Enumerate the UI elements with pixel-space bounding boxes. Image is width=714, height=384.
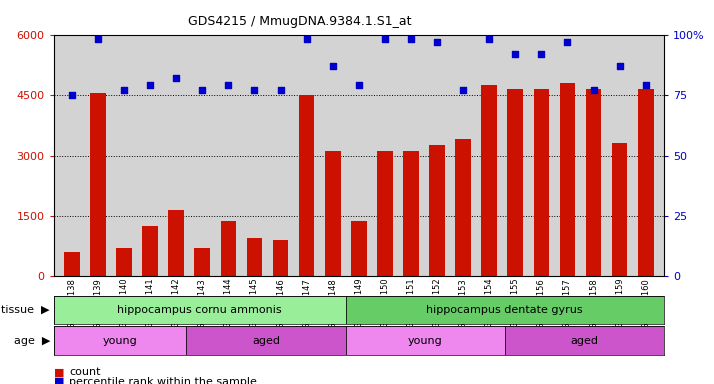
Bar [346, 296, 664, 324]
Point [431, 39, 443, 45]
Point [301, 36, 312, 43]
Bar [64, 252, 80, 276]
Text: hippocampus cornu ammonis: hippocampus cornu ammonis [117, 305, 282, 315]
Text: hippocampus dentate gyrus: hippocampus dentate gyrus [426, 305, 583, 315]
Bar [560, 83, 575, 276]
Bar [508, 89, 523, 276]
Point [144, 82, 156, 88]
Text: aged: aged [570, 336, 598, 346]
Point [119, 87, 130, 93]
Point [275, 87, 286, 93]
Point [353, 82, 365, 88]
Point [171, 75, 182, 81]
Point [223, 82, 234, 88]
Bar [377, 152, 393, 276]
Text: aged: aged [252, 336, 280, 346]
Bar [456, 139, 471, 276]
Bar [533, 89, 549, 276]
Bar [505, 326, 664, 355]
Point [66, 92, 78, 98]
Bar [54, 296, 346, 324]
Point [483, 36, 495, 43]
Bar [186, 326, 346, 355]
Point [248, 87, 260, 93]
Bar [585, 89, 601, 276]
Point [196, 87, 208, 93]
Text: young: young [103, 336, 137, 346]
Bar [194, 248, 210, 276]
Bar [298, 94, 314, 276]
Bar [346, 326, 505, 355]
Text: young: young [408, 336, 443, 346]
Bar [638, 89, 653, 276]
Bar [54, 326, 186, 355]
Point [379, 36, 391, 43]
Point [327, 63, 338, 69]
Text: GDS4215 / MmugDNA.9384.1.S1_at: GDS4215 / MmugDNA.9384.1.S1_at [188, 15, 412, 28]
Bar [169, 210, 184, 276]
Bar [403, 151, 419, 276]
Bar [481, 85, 497, 276]
Bar [116, 248, 132, 276]
Bar [142, 226, 158, 276]
Text: percentile rank within the sample: percentile rank within the sample [69, 377, 257, 384]
Point [92, 36, 104, 43]
Bar [612, 144, 628, 276]
Text: ■: ■ [54, 367, 64, 377]
Point [510, 51, 521, 57]
Point [458, 87, 469, 93]
Bar [429, 146, 445, 276]
Bar [246, 238, 262, 276]
Text: ■: ■ [54, 377, 64, 384]
Bar [90, 93, 106, 276]
Point [536, 51, 547, 57]
Bar [221, 221, 236, 276]
Text: tissue  ▶: tissue ▶ [1, 305, 50, 315]
Text: age  ▶: age ▶ [14, 336, 50, 346]
Text: count: count [69, 367, 101, 377]
Point [614, 63, 625, 69]
Point [588, 87, 599, 93]
Point [562, 39, 573, 45]
Point [406, 36, 417, 43]
Bar [273, 240, 288, 276]
Bar [325, 152, 341, 276]
Bar [351, 221, 366, 276]
Point [640, 82, 651, 88]
